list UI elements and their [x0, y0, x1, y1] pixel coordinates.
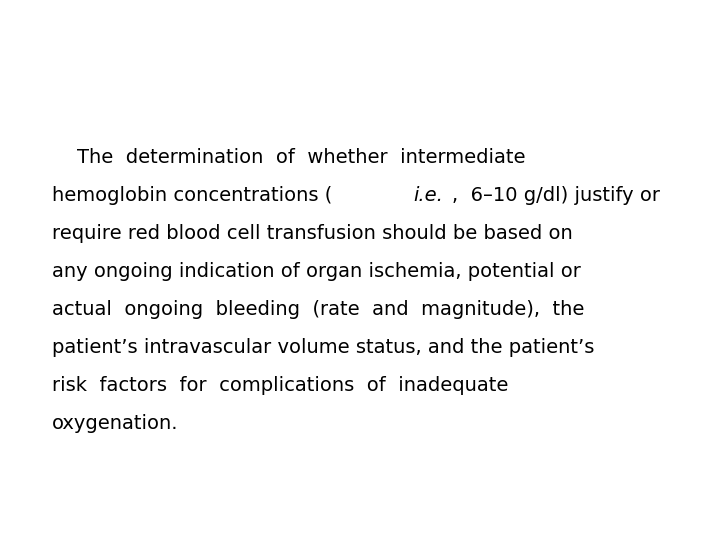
Text: The  determination  of  whether  intermediate: The determination of whether intermediat… [52, 148, 526, 167]
Text: hemoglobin concentrations (: hemoglobin concentrations ( [52, 186, 332, 205]
Text: require red blood cell transfusion should be based on: require red blood cell transfusion shoul… [52, 224, 572, 243]
Text: any ongoing indication of organ ischemia, potential or: any ongoing indication of organ ischemia… [52, 262, 581, 281]
Text: risk  factors  for  complications  of  inadequate: risk factors for complications of inadeq… [52, 376, 508, 395]
Text: actual  ongoing  bleeding  (rate  and  magnitude),  the: actual ongoing bleeding (rate and magnit… [52, 300, 585, 319]
Text: ,  6–10 g/dl) justify or: , 6–10 g/dl) justify or [452, 186, 660, 205]
Text: i.e.: i.e. [413, 186, 444, 205]
Text: oxygenation.: oxygenation. [52, 414, 179, 433]
Text: patient’s intravascular volume status, and the patient’s: patient’s intravascular volume status, a… [52, 338, 595, 357]
